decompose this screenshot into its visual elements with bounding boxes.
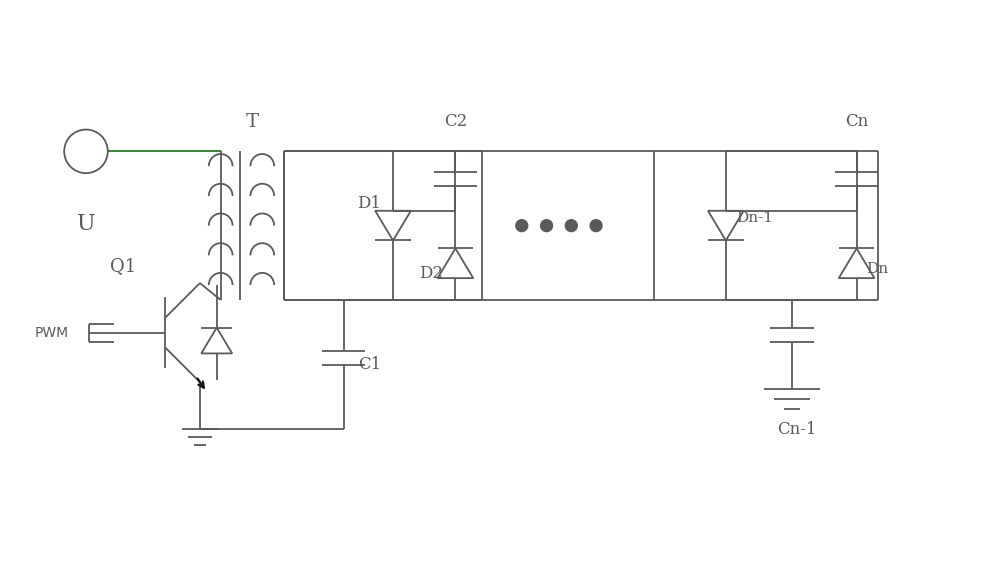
Text: Dn: Dn: [866, 262, 889, 276]
Text: C1: C1: [358, 356, 382, 373]
Text: C2: C2: [444, 112, 467, 129]
Text: T: T: [246, 112, 259, 130]
Text: D2: D2: [420, 264, 444, 282]
Text: Dn-1: Dn-1: [736, 211, 773, 225]
Text: Cn: Cn: [845, 112, 868, 129]
Circle shape: [541, 220, 552, 232]
Circle shape: [590, 220, 602, 232]
Text: D1: D1: [357, 195, 381, 212]
Text: PWM: PWM: [35, 326, 69, 340]
Circle shape: [565, 220, 577, 232]
Text: Cn-1: Cn-1: [777, 421, 817, 438]
Text: U: U: [77, 213, 95, 235]
Text: Q1: Q1: [110, 257, 137, 275]
Circle shape: [516, 220, 528, 232]
